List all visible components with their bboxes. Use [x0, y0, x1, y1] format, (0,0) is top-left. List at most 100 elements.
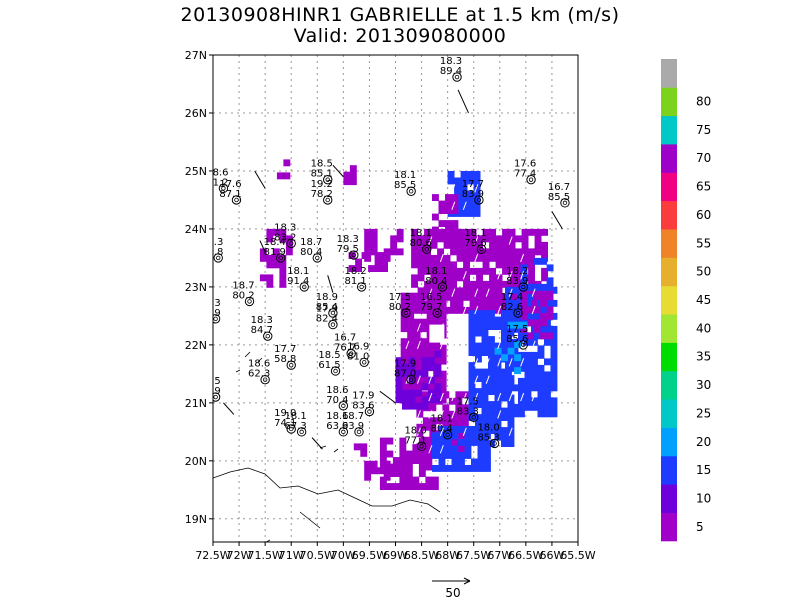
colorbar-label: 5 [696, 520, 704, 534]
wind-arrow [405, 410, 410, 419]
y-tick-label: 25N [185, 165, 207, 178]
station-humidity: 83.6 [352, 401, 374, 412]
wind-cell [544, 371, 551, 379]
wind-cell [524, 364, 532, 372]
station-temperature: 18.2 [506, 266, 528, 277]
station: 18.085.3 [477, 422, 500, 449]
station: 18.671.2 [206, 167, 229, 194]
wind-cell [501, 323, 508, 330]
wind-barb [311, 437, 323, 450]
wind-cell [430, 235, 438, 243]
wind-cell [407, 305, 415, 313]
wind-cell [425, 437, 433, 445]
wind-cell [534, 248, 542, 256]
station-marker [231, 195, 242, 205]
wind-cell [537, 364, 545, 372]
x-tick-label: 66.5W [508, 549, 543, 562]
wind-cell [422, 391, 430, 399]
wind-cell [521, 235, 529, 243]
wind-cell [461, 410, 469, 418]
wind-cell [508, 254, 516, 262]
wind-cell [434, 370, 442, 378]
wind-cell [481, 329, 489, 337]
wind-cell [402, 389, 409, 397]
wind-cell [438, 432, 446, 440]
station-marker [560, 198, 570, 208]
station-temperature: 17.9 [316, 304, 338, 315]
wind-cell [520, 277, 528, 285]
wind-arrow [428, 288, 433, 297]
wind-cell [266, 274, 274, 282]
wind-cell [494, 401, 502, 408]
wind-cell [507, 440, 515, 447]
wind-cell [531, 377, 538, 385]
wind-cell [531, 351, 538, 359]
wind-cell [460, 171, 468, 178]
wind-cell [475, 414, 482, 421]
station-temperature: 17.6 [219, 179, 241, 190]
colorbar-label: 35 [696, 350, 711, 364]
wind-cell [482, 287, 490, 295]
wind-cell [463, 261, 470, 269]
colorbar-swatch [661, 115, 677, 145]
station: 18.780.4 [300, 237, 322, 263]
wind-cell [482, 280, 490, 288]
wind-cell [399, 457, 407, 464]
station: 16.785.5 [548, 182, 570, 208]
wind-arrow [462, 305, 467, 315]
wind-cell [432, 226, 439, 234]
x-tick-label: 66W [539, 549, 564, 562]
station-marker-inner [247, 299, 252, 304]
wind-cell [456, 228, 464, 236]
wind-cell [279, 274, 287, 282]
wind-cell [544, 390, 551, 398]
wind-cell [443, 274, 451, 282]
station: 18.077.1 [404, 425, 427, 452]
station-humidity: 74.1 [274, 418, 296, 429]
wind-cell [460, 177, 468, 185]
wind-cell [455, 410, 463, 418]
station: 17.982.4 [316, 304, 338, 330]
wind-cell [488, 440, 495, 447]
wind-cell [537, 403, 545, 411]
wind-cell [502, 254, 509, 262]
wind-cell [374, 258, 382, 266]
y-tick-label: 19N [185, 513, 207, 526]
wind-cell [488, 420, 495, 428]
wind-cell [420, 351, 428, 359]
wind-cell [544, 338, 551, 346]
wind-cell [463, 267, 470, 275]
wind-cell [467, 197, 474, 204]
wind-cell [531, 397, 538, 405]
wind-cell [508, 261, 516, 269]
wind-cell [488, 355, 495, 363]
wind-cell [450, 306, 457, 314]
wind-cell [395, 363, 403, 371]
wind-cell [476, 267, 483, 275]
wind-cell [489, 241, 496, 249]
wind-cell [475, 375, 482, 382]
station-temperature: 18.6 [248, 359, 270, 370]
wind-cell [488, 336, 495, 343]
wind-cell [425, 476, 433, 484]
colorbar-label: 65 [696, 180, 711, 194]
wind-arrow [497, 410, 502, 419]
station-temperature: 17.5 [506, 324, 528, 335]
wind-cell [531, 403, 538, 411]
wind-cell [484, 432, 491, 440]
wind-cell [383, 473, 391, 481]
wind-cell [437, 254, 444, 262]
wind-cell [464, 465, 472, 472]
wind-cell [481, 375, 489, 382]
station-marker [518, 340, 528, 350]
wind-cell [460, 184, 468, 191]
wind-cell [433, 292, 441, 300]
wind-cell [418, 457, 426, 464]
wind-cell [443, 261, 451, 269]
wind-cell [450, 293, 457, 301]
station-humidity: 83.9 [462, 189, 484, 200]
station-temperature: 18.6 [206, 167, 228, 178]
wind-cell [433, 344, 441, 352]
wind-cell [386, 437, 394, 445]
